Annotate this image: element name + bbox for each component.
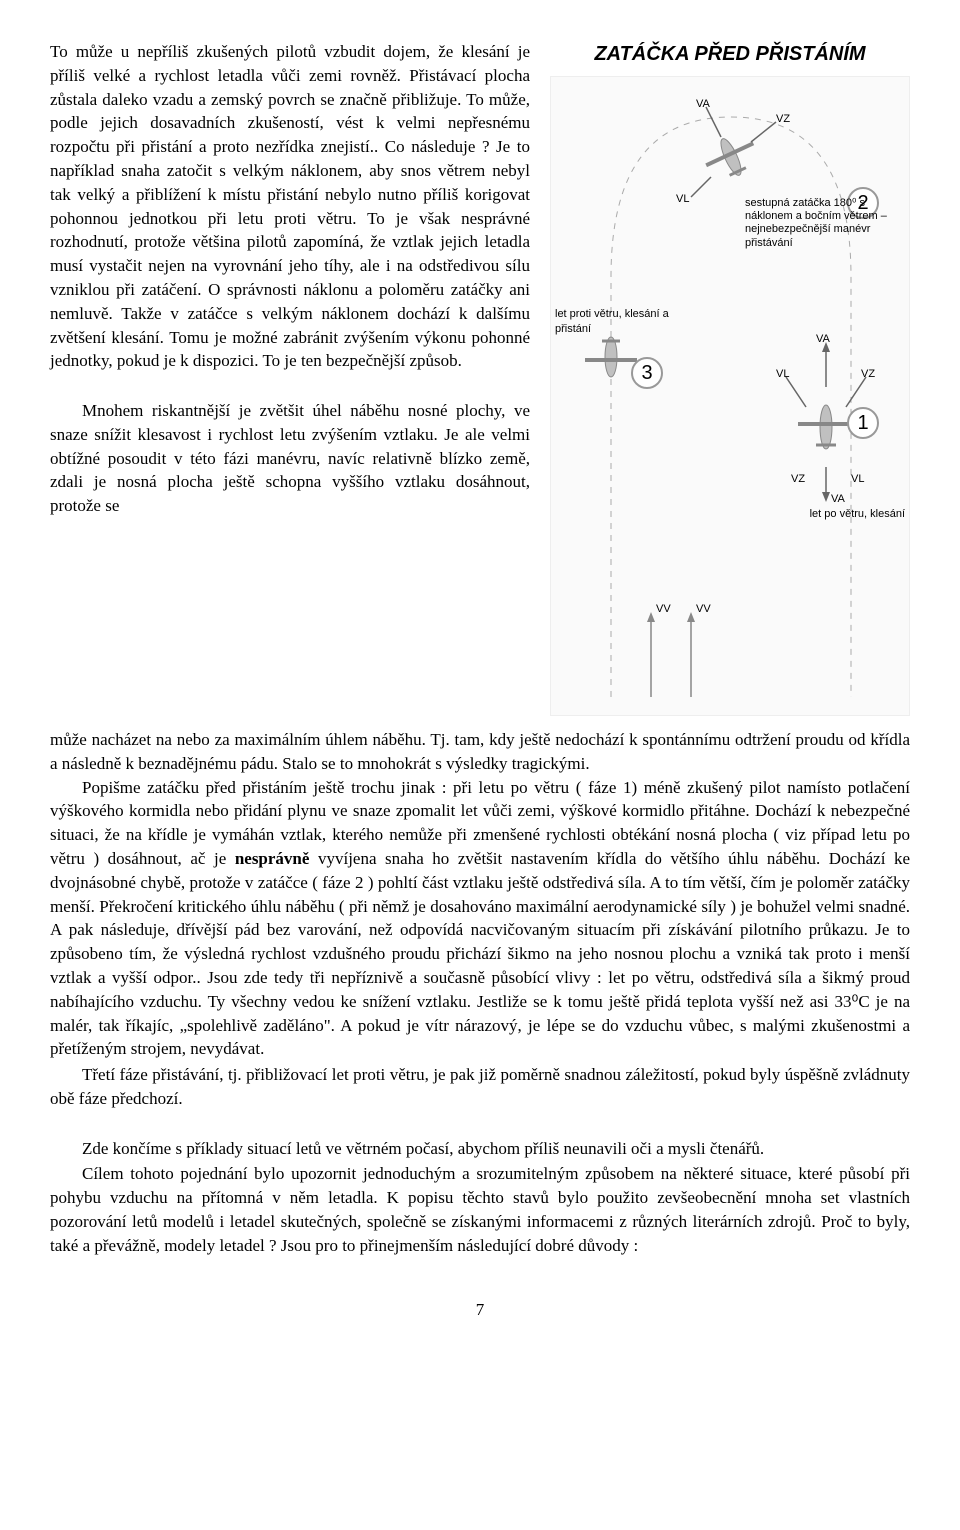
phase-3-marker: 3 [631,357,663,389]
paragraph-6: Cílem tohoto pojednání bylo upozornit je… [50,1162,910,1257]
annotation-phase1: let po větru, klesání [810,507,905,522]
vector-vz-label-2: VZ [791,472,805,487]
vector-vl-top: VL [676,192,689,207]
paragraph-2b: může nacházet na nebo za maximálním úhle… [50,730,910,773]
annotation-phase2: sestupná zatáčka 180⁰ s náklonem a boční… [745,197,905,250]
vector-vl-label-1: VL [776,367,789,382]
paragraph-3: Popišme zatáčku před přistáním ještě tro… [50,776,910,1062]
bold-word: nesprávně [235,849,310,868]
landing-turn-diagram: 2 1 3 VA VZ VL VZ VL VA VA VZ VL VV VV s… [550,76,910,716]
full-width-text: může nacházet na nebo za maximálním úhle… [50,728,910,1258]
vector-vl-label-2: VL [851,472,864,487]
page-number: 7 [50,1298,910,1322]
annotation-phase3: let proti větru, klesání a přistání [555,307,695,338]
vector-va-label: VA [816,332,830,347]
vector-vz-label-1: VZ [861,367,875,382]
paragraph-1: To může u nepříliš zkušených pilotů vzbu… [50,40,530,373]
left-text-column: To může u nepříliš zkušených pilotů vzbu… [50,40,530,716]
phase-1-marker: 1 [847,407,879,439]
paragraph-5: Zde končíme s příklady situací letů ve v… [50,1137,910,1161]
diagram-column: ZATÁČKA PŘED PŘISTÁNÍM [550,40,910,716]
vector-vv-1: VV [656,602,671,617]
vector-vz-top: VZ [776,112,790,127]
vector-vv-2: VV [696,602,711,617]
paragraph-4: Třetí fáze přistávání, tj. přibližovací … [50,1063,910,1111]
diagram-title: ZATÁČKA PŘED PŘISTÁNÍM [550,40,910,68]
vector-va-label-2: VA [831,492,845,507]
paragraph-2a: Mnohem riskantnější je zvětšit úhel nábě… [50,399,530,518]
vector-va-top: VA [696,97,710,112]
